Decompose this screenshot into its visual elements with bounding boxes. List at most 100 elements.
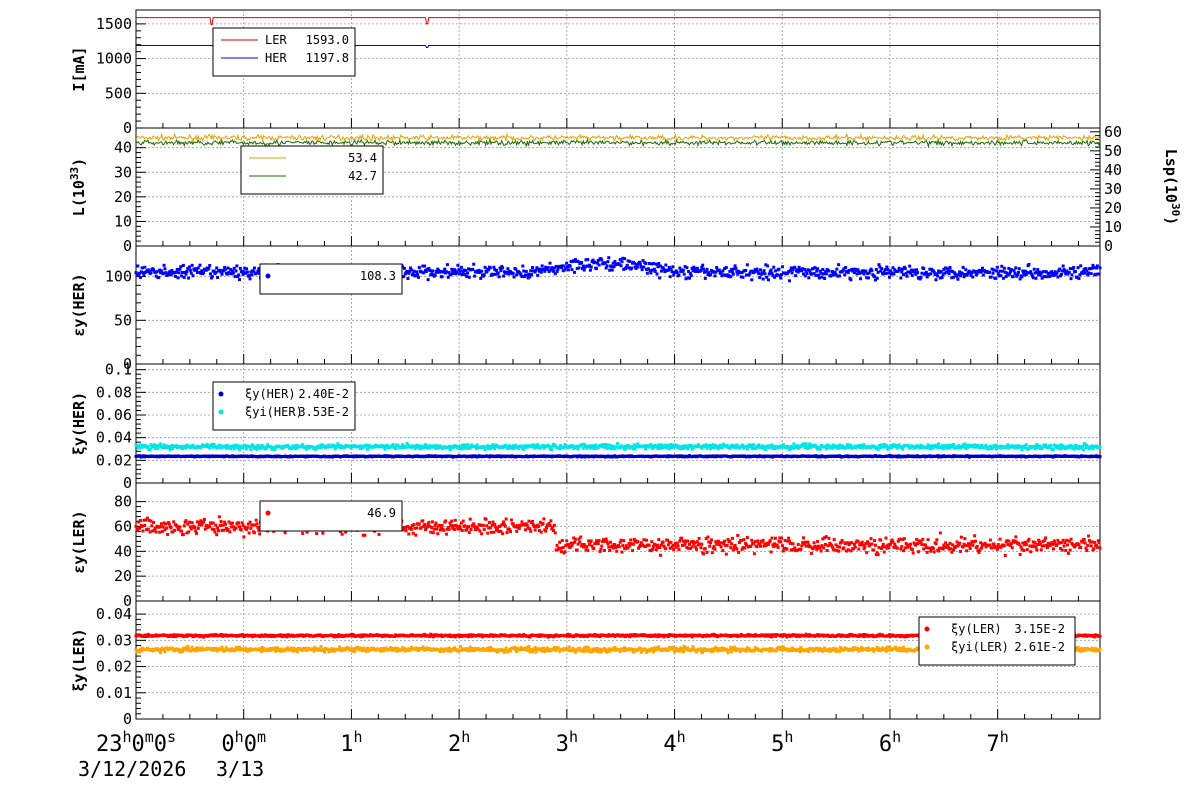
data-point <box>745 536 749 540</box>
data-point <box>159 442 163 446</box>
data-point <box>959 446 963 450</box>
data-point <box>747 443 751 447</box>
data-point <box>910 548 914 552</box>
data-point <box>760 444 764 448</box>
data-point <box>622 539 626 543</box>
data-point <box>706 535 710 539</box>
data-point <box>533 270 537 274</box>
data-point <box>178 525 182 529</box>
data-point <box>393 445 397 449</box>
data-point <box>750 278 754 282</box>
data-point <box>647 445 651 449</box>
data-point <box>834 543 838 547</box>
data-point <box>683 265 687 269</box>
data-point <box>480 269 484 273</box>
data-point <box>695 269 699 273</box>
data-point <box>761 446 765 450</box>
legend-value: 46.9 <box>367 506 396 520</box>
data-point <box>1078 273 1082 277</box>
data-point <box>605 540 609 544</box>
data-point <box>595 540 599 544</box>
data-point <box>787 539 791 543</box>
data-point <box>519 523 523 527</box>
data-point <box>570 268 574 272</box>
data-point <box>937 270 941 274</box>
data-point <box>835 444 839 448</box>
data-point <box>144 518 148 522</box>
data-point <box>421 264 425 268</box>
data-point <box>549 445 553 449</box>
data-point <box>158 530 162 534</box>
data-point <box>840 539 844 543</box>
data-point <box>922 547 926 551</box>
data-point <box>428 269 432 273</box>
data-point <box>472 262 476 266</box>
data-point <box>523 528 527 532</box>
data-point <box>730 536 734 540</box>
data-point <box>731 548 735 552</box>
data-point <box>693 541 697 545</box>
data-point <box>182 524 186 528</box>
data-point <box>771 543 775 547</box>
data-point <box>948 541 952 545</box>
data-point <box>711 546 715 550</box>
data-point <box>973 443 977 447</box>
data-point <box>438 269 442 273</box>
data-point <box>767 446 771 450</box>
data-point <box>1035 548 1039 552</box>
data-point <box>735 547 739 551</box>
data-point <box>835 548 839 552</box>
data-point <box>1025 548 1029 552</box>
data-point <box>875 551 879 555</box>
data-point <box>502 523 506 527</box>
data-point <box>540 264 544 268</box>
data-point <box>146 527 150 531</box>
data-point <box>667 265 671 269</box>
data-point <box>477 523 481 527</box>
data-point <box>1044 443 1048 447</box>
data-point <box>775 273 779 277</box>
data-point <box>482 273 486 277</box>
data-point <box>532 525 536 529</box>
right-y-tick-label: 20 <box>1104 199 1122 217</box>
data-point <box>803 540 807 544</box>
series-xi_her-1 <box>134 442 1102 452</box>
data-point <box>208 446 212 450</box>
data-point <box>495 527 499 531</box>
data-point <box>911 551 915 555</box>
data-point <box>955 540 959 544</box>
data-point <box>1038 542 1042 546</box>
data-point <box>712 270 716 274</box>
data-point <box>138 271 142 275</box>
data-point <box>983 541 987 545</box>
data-point <box>382 444 386 448</box>
data-point <box>600 258 604 262</box>
data-point <box>147 270 151 274</box>
data-point <box>652 261 656 265</box>
data-point <box>815 445 819 449</box>
data-point <box>991 446 995 450</box>
data-point <box>809 551 813 555</box>
data-point <box>523 275 527 279</box>
data-point <box>494 272 498 276</box>
data-point <box>981 273 985 277</box>
data-point <box>232 528 236 532</box>
data-point <box>575 548 579 552</box>
data-point <box>888 269 892 273</box>
data-point <box>725 443 729 447</box>
data-point <box>991 271 995 275</box>
data-point <box>580 261 584 265</box>
data-point <box>703 276 707 280</box>
data-point <box>571 444 575 448</box>
data-point <box>140 525 144 529</box>
data-point <box>152 528 156 532</box>
data-point <box>1091 263 1095 267</box>
data-point <box>173 274 177 278</box>
data-point <box>1053 270 1057 274</box>
y-tick-label: 0.04 <box>96 605 132 623</box>
data-point <box>1039 271 1043 275</box>
data-point <box>947 446 951 450</box>
data-point <box>807 543 811 547</box>
data-point <box>585 545 589 549</box>
